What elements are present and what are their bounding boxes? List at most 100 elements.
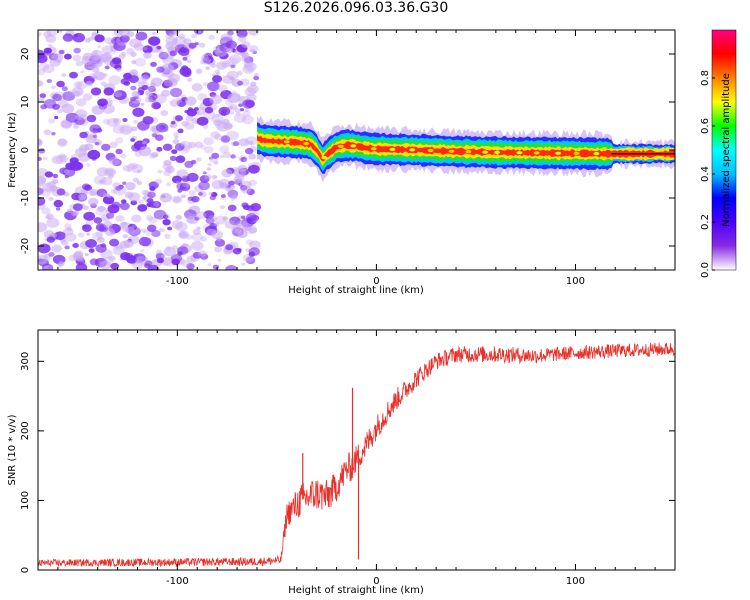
noise-speckle	[188, 141, 197, 149]
noise-speckle	[109, 141, 118, 148]
noise-speckle	[169, 99, 180, 107]
noise-speckle	[119, 221, 129, 229]
noise-speckle	[104, 65, 110, 70]
noise-speckle	[178, 47, 190, 56]
noise-speckle	[171, 149, 178, 155]
noise-speckle	[56, 80, 65, 88]
spectrogram-noise-region	[38, 30, 262, 270]
noise-speckle	[138, 199, 144, 204]
noise-speckle	[153, 94, 167, 104]
noise-speckle	[72, 203, 83, 212]
noise-speckle	[204, 174, 212, 180]
noise-speckle	[168, 73, 181, 83]
noise-speckle	[246, 188, 255, 195]
noise-speckle	[51, 244, 62, 253]
noise-speckle	[136, 180, 142, 186]
noise-speckle	[196, 226, 201, 230]
noise-speckle	[225, 244, 234, 251]
noise-speckle	[176, 169, 189, 179]
ridge-band	[257, 135, 675, 162]
noise-speckle	[248, 153, 257, 160]
noise-speckle	[58, 49, 65, 55]
snr-ytick-label: 100	[20, 491, 31, 510]
noise-speckle	[238, 103, 243, 107]
noise-speckle	[51, 53, 64, 62]
noise-speckle	[203, 210, 215, 219]
noise-speckle	[248, 164, 260, 174]
noise-speckle	[253, 75, 260, 81]
noise-speckle	[245, 256, 255, 264]
noise-speckle	[122, 181, 127, 185]
noise-speckle	[95, 244, 107, 253]
ridge-band	[257, 131, 675, 166]
noise-speckle	[180, 94, 187, 99]
noise-speckle	[241, 52, 250, 59]
noise-speckle	[151, 133, 158, 138]
ridge-bead	[533, 151, 540, 155]
noise-speckle	[43, 31, 52, 38]
noise-speckle	[229, 216, 241, 226]
noise-speckle	[238, 138, 250, 147]
noise-speckle	[101, 143, 111, 151]
noise-speckle	[175, 214, 183, 220]
noise-speckle	[228, 105, 233, 110]
ridge-bead	[303, 142, 310, 146]
noise-speckle	[236, 30, 248, 38]
noise-speckle	[64, 175, 69, 179]
noise-speckle	[177, 128, 184, 134]
noise-speckle	[211, 152, 220, 159]
noise-speckle	[102, 104, 115, 114]
noise-speckle	[61, 103, 75, 114]
colorbar-label: Normalized spectral amplitude	[721, 73, 732, 227]
noise-speckle	[75, 98, 87, 107]
colorbar-tick-label: 0.8	[700, 70, 711, 86]
noise-speckle	[237, 80, 244, 86]
noise-speckle	[203, 52, 213, 60]
noise-speckle	[98, 179, 105, 184]
noise-speckle	[235, 112, 241, 116]
noise-speckle	[112, 118, 122, 125]
noise-speckle	[201, 54, 209, 61]
noise-speckle	[38, 175, 47, 185]
noise-speckle	[213, 161, 219, 165]
noise-speckle	[108, 75, 121, 85]
noise-speckle	[52, 179, 58, 184]
colorbar-tick-label: 0.4	[700, 166, 711, 182]
noise-speckle	[99, 53, 112, 63]
noise-speckle	[222, 151, 231, 159]
noise-speckle	[53, 199, 64, 208]
noise-speckle	[86, 232, 91, 236]
noise-speckle	[140, 228, 146, 233]
noise-speckle	[181, 120, 189, 127]
noise-speckle	[141, 74, 150, 81]
noise-speckle	[90, 87, 102, 96]
noise-speckle	[222, 216, 229, 221]
noise-speckle	[119, 240, 130, 249]
noise-speckle	[89, 189, 99, 196]
noise-speckle	[247, 84, 259, 94]
noise-speckle	[165, 165, 175, 173]
noise-speckle	[226, 47, 234, 54]
noise-speckle	[175, 115, 183, 122]
ridge-bead	[350, 144, 357, 148]
noise-speckle	[147, 264, 160, 270]
noise-speckle	[211, 179, 225, 190]
noise-speckle	[131, 224, 137, 229]
noise-speckle	[240, 215, 246, 220]
noise-speckle	[241, 217, 254, 228]
noise-speckle	[42, 156, 48, 161]
noise-speckle	[105, 152, 116, 161]
noise-speckle	[210, 63, 217, 68]
noise-speckle	[104, 167, 116, 177]
spec-ytick-label: 10	[20, 96, 31, 109]
noise-speckle	[163, 80, 173, 87]
noise-speckle	[236, 248, 242, 252]
noise-speckle	[113, 41, 126, 52]
noise-speckle	[114, 91, 122, 98]
noise-speckle	[141, 189, 149, 195]
noise-speckle	[38, 69, 46, 76]
noise-speckle	[128, 75, 139, 84]
noise-speckle	[222, 75, 234, 84]
noise-speckle	[107, 204, 120, 214]
